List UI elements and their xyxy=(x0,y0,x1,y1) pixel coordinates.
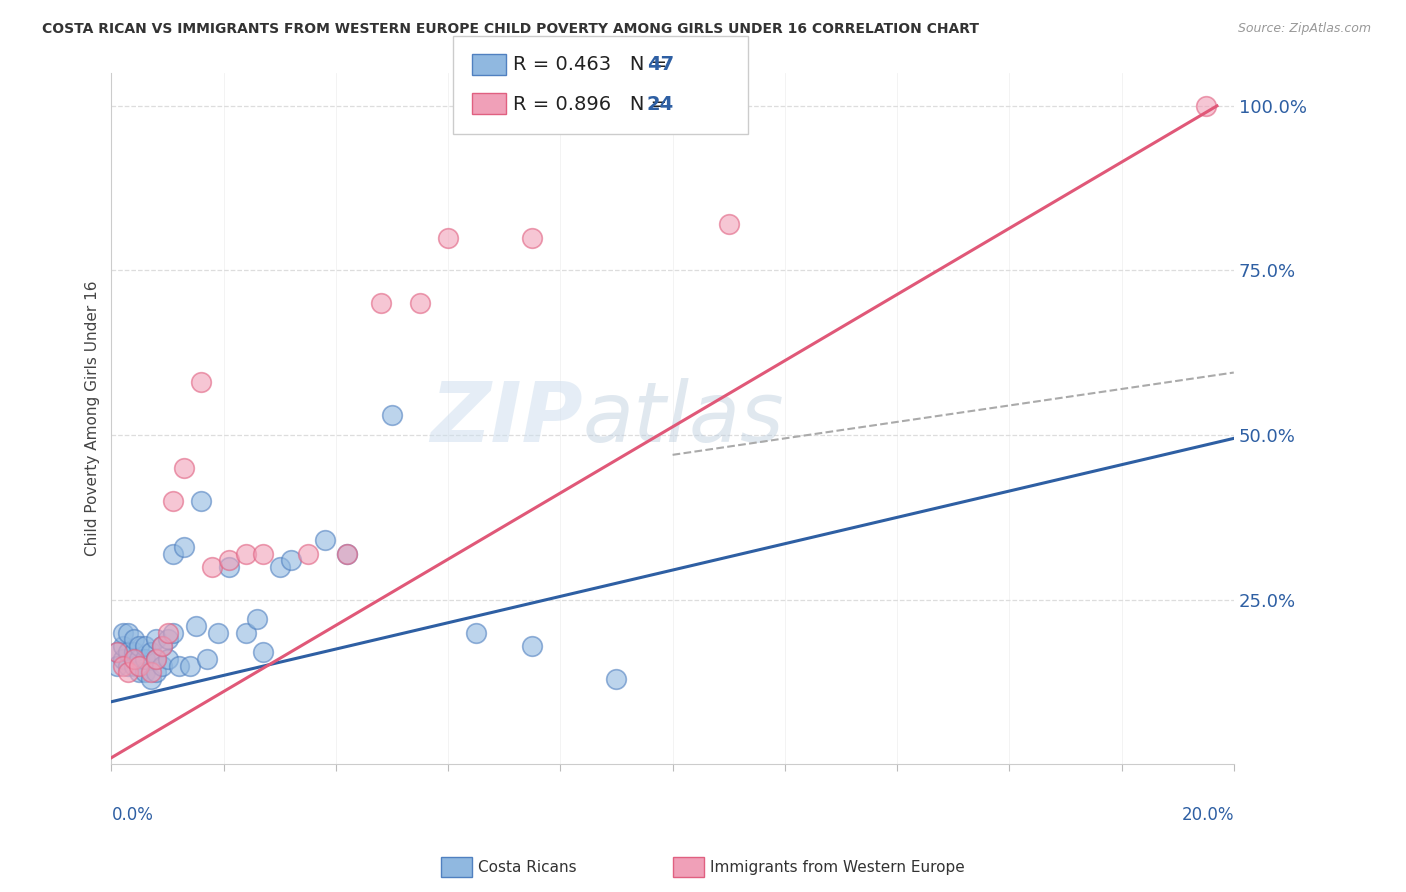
Point xyxy=(122,632,145,647)
Point xyxy=(145,652,167,666)
Point xyxy=(105,658,128,673)
Text: 20.0%: 20.0% xyxy=(1181,805,1234,823)
Point xyxy=(235,547,257,561)
Point xyxy=(190,494,212,508)
Point xyxy=(145,652,167,666)
Point xyxy=(381,409,404,423)
Point xyxy=(522,230,544,244)
Point xyxy=(122,658,145,673)
Text: Immigrants from Western Europe: Immigrants from Western Europe xyxy=(710,860,965,874)
Point xyxy=(314,533,336,548)
Point xyxy=(218,553,240,567)
Point xyxy=(437,230,460,244)
Text: Costa Ricans: Costa Ricans xyxy=(478,860,576,874)
Point xyxy=(269,559,291,574)
Point xyxy=(156,632,179,647)
Point xyxy=(1195,99,1218,113)
Text: 24: 24 xyxy=(647,95,673,114)
Point xyxy=(465,625,488,640)
Text: 0.0%: 0.0% xyxy=(111,805,153,823)
Point xyxy=(218,559,240,574)
Point xyxy=(150,639,173,653)
Point xyxy=(128,652,150,666)
Point xyxy=(145,665,167,679)
Point xyxy=(117,645,139,659)
Point xyxy=(111,639,134,653)
Point xyxy=(409,296,432,310)
Y-axis label: Child Poverty Among Girls Under 16: Child Poverty Among Girls Under 16 xyxy=(86,281,100,557)
Point xyxy=(280,553,302,567)
Text: R = 0.896   N =: R = 0.896 N = xyxy=(513,95,673,114)
Point xyxy=(134,639,156,653)
Point xyxy=(297,547,319,561)
Point xyxy=(105,645,128,659)
Point xyxy=(134,652,156,666)
Point xyxy=(111,658,134,673)
Point xyxy=(117,665,139,679)
Point xyxy=(717,218,740,232)
Point xyxy=(179,658,201,673)
Point xyxy=(207,625,229,640)
Point xyxy=(105,645,128,659)
Point xyxy=(139,672,162,686)
Point xyxy=(111,652,134,666)
Point xyxy=(162,625,184,640)
Point xyxy=(605,672,627,686)
Point xyxy=(195,652,218,666)
Point xyxy=(150,658,173,673)
Point xyxy=(139,645,162,659)
Point xyxy=(150,639,173,653)
Point xyxy=(122,652,145,666)
Text: 47: 47 xyxy=(647,54,673,74)
Point xyxy=(252,547,274,561)
Point xyxy=(190,376,212,390)
Point xyxy=(128,658,150,673)
Point xyxy=(336,547,359,561)
Text: Source: ZipAtlas.com: Source: ZipAtlas.com xyxy=(1237,22,1371,36)
Point xyxy=(184,619,207,633)
Point xyxy=(173,540,195,554)
Text: ZIP: ZIP xyxy=(430,378,583,459)
Point xyxy=(162,547,184,561)
Point xyxy=(139,665,162,679)
Point xyxy=(201,559,224,574)
Point xyxy=(134,665,156,679)
Point xyxy=(252,645,274,659)
Text: COSTA RICAN VS IMMIGRANTS FROM WESTERN EUROPE CHILD POVERTY AMONG GIRLS UNDER 16: COSTA RICAN VS IMMIGRANTS FROM WESTERN E… xyxy=(42,22,979,37)
Point xyxy=(235,625,257,640)
Point xyxy=(370,296,392,310)
Point xyxy=(522,639,544,653)
Point xyxy=(162,494,184,508)
Point xyxy=(117,625,139,640)
Point xyxy=(173,461,195,475)
Point xyxy=(167,658,190,673)
Text: R = 0.463   N =: R = 0.463 N = xyxy=(513,54,673,74)
Point xyxy=(117,658,139,673)
Point xyxy=(128,665,150,679)
Point xyxy=(336,547,359,561)
Point xyxy=(156,652,179,666)
Point xyxy=(128,639,150,653)
Point xyxy=(111,625,134,640)
Point xyxy=(246,612,269,626)
Text: atlas: atlas xyxy=(583,378,785,459)
Point xyxy=(122,645,145,659)
Point xyxy=(156,625,179,640)
Point xyxy=(145,632,167,647)
